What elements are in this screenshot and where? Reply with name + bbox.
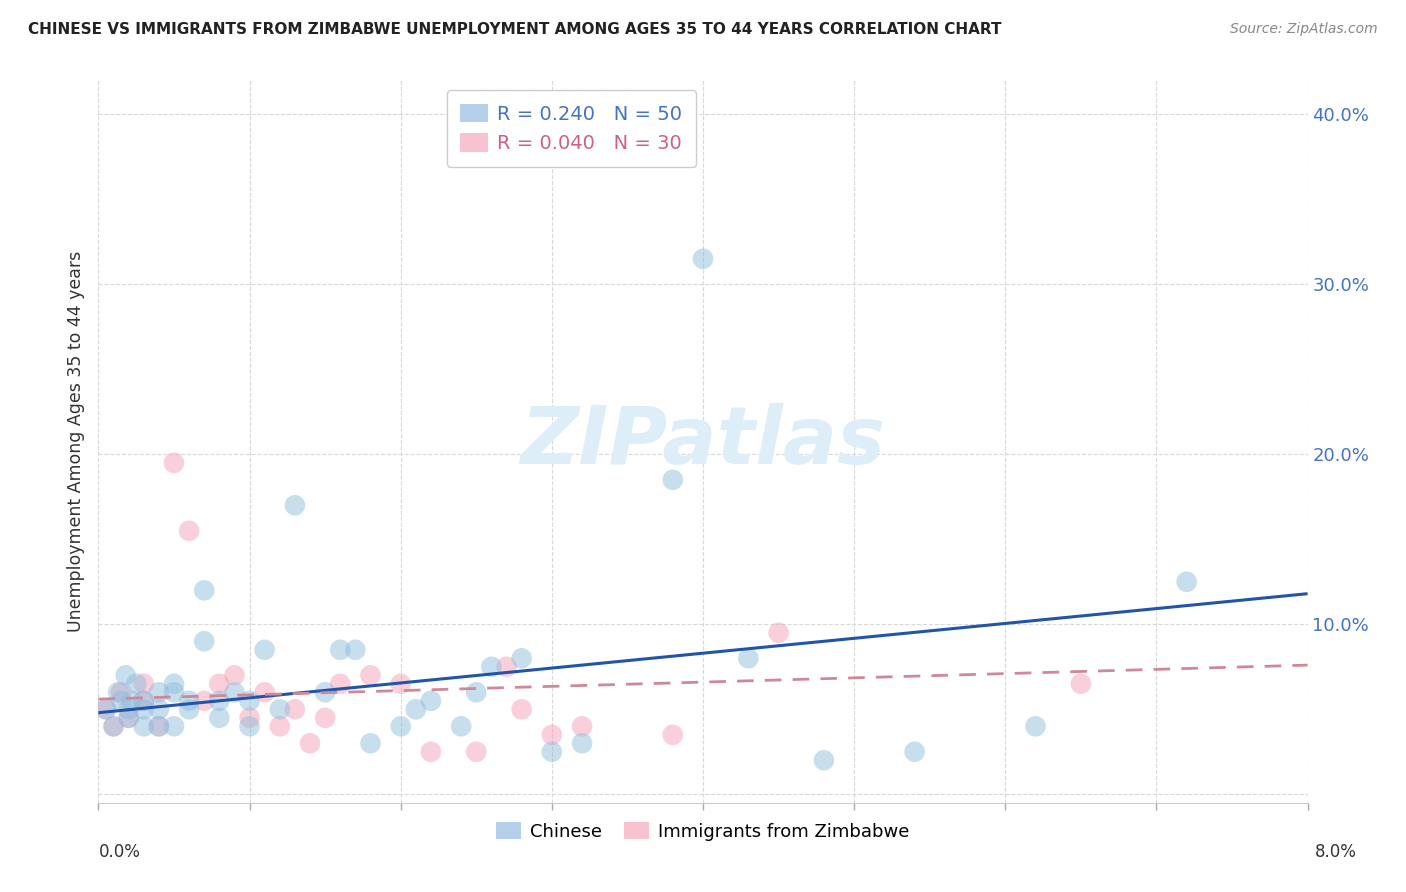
- Point: [465, 685, 488, 699]
- Point: [94, 702, 117, 716]
- Point: [110, 694, 132, 708]
- Point: [121, 694, 143, 708]
- Point: [132, 694, 155, 708]
- Point: [314, 685, 336, 699]
- Point: [193, 694, 215, 708]
- Point: [239, 719, 262, 733]
- Point: [132, 702, 155, 716]
- Point: [405, 702, 427, 716]
- Point: [420, 694, 443, 708]
- Point: [208, 711, 231, 725]
- Point: [284, 702, 307, 716]
- Point: [481, 660, 503, 674]
- Point: [118, 711, 141, 725]
- Point: [450, 719, 472, 733]
- Point: [224, 668, 246, 682]
- Point: [148, 719, 170, 733]
- Text: 8.0%: 8.0%: [1315, 843, 1357, 861]
- Point: [132, 694, 155, 708]
- Point: [571, 736, 593, 750]
- Point: [163, 677, 186, 691]
- Text: ZIPatlas: ZIPatlas: [520, 402, 886, 481]
- Point: [193, 634, 215, 648]
- Point: [737, 651, 759, 665]
- Point: [1175, 574, 1198, 589]
- Text: CHINESE VS IMMIGRANTS FROM ZIMBABWE UNEMPLOYMENT AMONG AGES 35 TO 44 YEARS CORRE: CHINESE VS IMMIGRANTS FROM ZIMBABWE UNEM…: [28, 22, 1001, 37]
- Point: [389, 677, 412, 691]
- Point: [360, 668, 382, 682]
- Point: [269, 702, 291, 716]
- Point: [179, 524, 201, 538]
- Point: [253, 642, 276, 657]
- Point: [389, 719, 412, 733]
- Text: 0.0%: 0.0%: [98, 843, 141, 861]
- Point: [148, 702, 170, 716]
- Point: [1070, 677, 1092, 691]
- Point: [904, 745, 927, 759]
- Point: [208, 694, 231, 708]
- Point: [253, 685, 276, 699]
- Point: [107, 685, 129, 699]
- Point: [148, 719, 170, 733]
- Point: [269, 719, 291, 733]
- Point: [540, 728, 562, 742]
- Point: [360, 736, 382, 750]
- Point: [1025, 719, 1047, 733]
- Point: [510, 651, 533, 665]
- Point: [103, 719, 125, 733]
- Point: [224, 685, 246, 699]
- Point: [239, 694, 262, 708]
- Point: [208, 677, 231, 691]
- Point: [110, 685, 132, 699]
- Point: [661, 473, 683, 487]
- Point: [768, 625, 790, 640]
- Point: [495, 660, 517, 674]
- Point: [163, 719, 186, 733]
- Legend: Chinese, Immigrants from Zimbabwe: Chinese, Immigrants from Zimbabwe: [489, 814, 917, 848]
- Point: [118, 702, 141, 716]
- Point: [132, 677, 155, 691]
- Point: [813, 753, 835, 767]
- Point: [114, 668, 136, 682]
- Point: [465, 745, 488, 759]
- Point: [510, 702, 533, 716]
- Point: [692, 252, 714, 266]
- Point: [239, 711, 262, 725]
- Point: [299, 736, 322, 750]
- Point: [179, 694, 201, 708]
- Point: [540, 745, 562, 759]
- Point: [163, 685, 186, 699]
- Point: [420, 745, 443, 759]
- Point: [103, 719, 125, 733]
- Point: [125, 677, 148, 691]
- Point: [132, 719, 155, 733]
- Point: [284, 498, 307, 512]
- Point: [148, 685, 170, 699]
- Point: [329, 677, 352, 691]
- Point: [661, 728, 683, 742]
- Y-axis label: Unemployment Among Ages 35 to 44 years: Unemployment Among Ages 35 to 44 years: [66, 251, 84, 632]
- Point: [344, 642, 367, 657]
- Point: [314, 711, 336, 725]
- Text: Source: ZipAtlas.com: Source: ZipAtlas.com: [1230, 22, 1378, 37]
- Point: [193, 583, 215, 598]
- Point: [329, 642, 352, 657]
- Point: [571, 719, 593, 733]
- Point: [94, 702, 117, 716]
- Point: [163, 456, 186, 470]
- Point: [179, 702, 201, 716]
- Point: [118, 711, 141, 725]
